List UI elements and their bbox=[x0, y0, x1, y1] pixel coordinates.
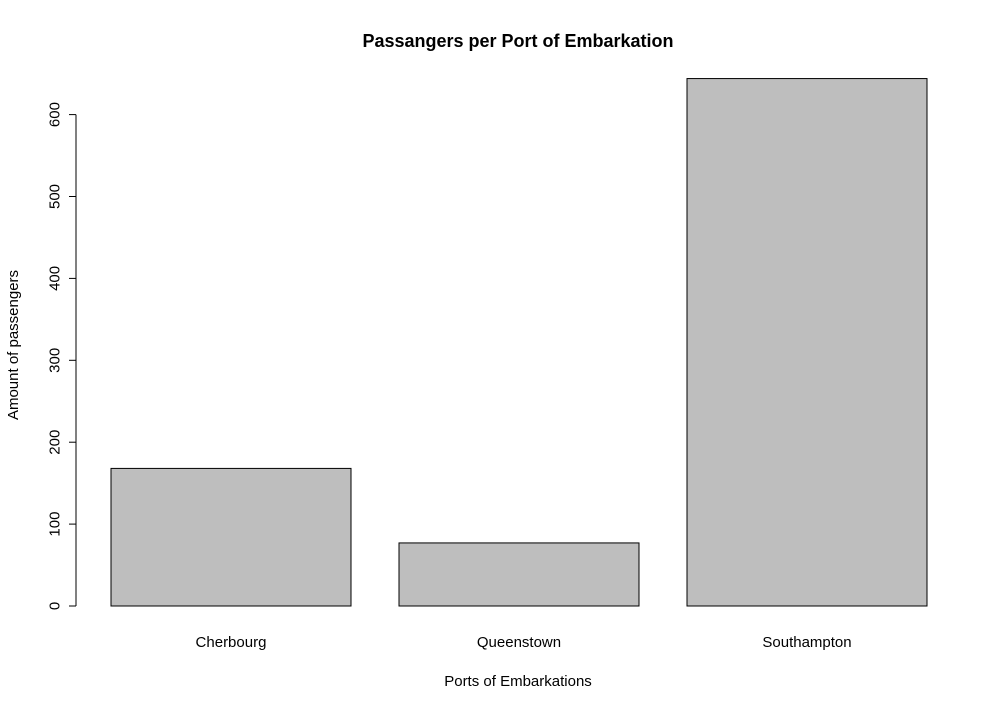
y-tick-label: 0 bbox=[46, 602, 63, 610]
bar-southampton bbox=[686, 78, 928, 607]
x-axis-label: Ports of Embarkations bbox=[444, 673, 592, 690]
y-tick-label: 400 bbox=[46, 266, 63, 291]
bar-queenstown bbox=[398, 542, 640, 607]
y-axis-label: Amount of passengers bbox=[5, 270, 22, 420]
y-tick-label: 500 bbox=[46, 184, 63, 209]
x-axis-labels: Cherbourg Queenstown Southampton bbox=[196, 634, 852, 651]
x-tick-label: Southampton bbox=[762, 634, 851, 651]
x-tick-label: Cherbourg bbox=[196, 634, 267, 651]
chart-title: Passangers per Port of Embarkation bbox=[362, 31, 673, 51]
y-tick-label: 300 bbox=[46, 348, 63, 373]
y-tick-label: 100 bbox=[46, 512, 63, 537]
bar-cherbourg bbox=[110, 467, 352, 607]
x-tick-label: Queenstown bbox=[477, 634, 561, 651]
y-tick-label: 200 bbox=[46, 430, 63, 455]
bars-group bbox=[110, 78, 928, 607]
y-tick-label: 600 bbox=[46, 102, 63, 127]
y-axis: 0 100 200 300 400 500 600 bbox=[46, 102, 77, 610]
